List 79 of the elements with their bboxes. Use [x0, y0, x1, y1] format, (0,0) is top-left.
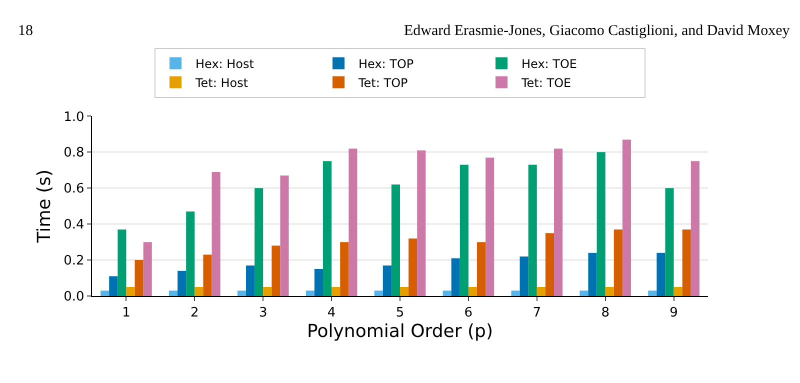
- bar: [442, 290, 452, 296]
- bar: [263, 287, 272, 296]
- bar: [323, 161, 332, 296]
- bar: [511, 290, 520, 296]
- bar: [374, 290, 383, 296]
- y-tick-label: 0.8: [64, 146, 84, 161]
- x-tick-label: 6: [464, 306, 473, 321]
- bar: [605, 287, 614, 296]
- y-tick-label: 1.0: [64, 110, 84, 125]
- x-tick-label: 9: [670, 306, 678, 321]
- bar: [143, 242, 152, 296]
- bar: [417, 150, 426, 296]
- bar: [580, 290, 588, 296]
- bar: [186, 212, 195, 296]
- x-tick-label: 5: [396, 306, 404, 321]
- bar: [682, 229, 691, 296]
- bar: [109, 276, 118, 296]
- text: 18: [18, 23, 33, 39]
- bar: [545, 233, 554, 296]
- bar: [468, 287, 477, 296]
- x-axis-title: Polynomial Order (p): [307, 320, 493, 342]
- bar: [169, 290, 178, 296]
- bar: [690, 161, 700, 296]
- bar: [588, 252, 597, 296]
- y-tick-label: 0.4: [64, 218, 84, 233]
- bar: [348, 148, 358, 296]
- bar: [203, 254, 212, 296]
- legend-label: Tet: TOE: [520, 76, 572, 90]
- bar: [477, 242, 486, 296]
- bar: [178, 270, 186, 296]
- bar: [554, 148, 563, 296]
- bar: [408, 238, 418, 296]
- legend-label: Tet: TOP: [358, 76, 408, 90]
- bar: [486, 158, 494, 296]
- y-axis-title: Time (s): [34, 170, 55, 244]
- bar: [622, 140, 631, 296]
- bar: [648, 290, 657, 296]
- x-tick-label: 3: [258, 306, 268, 321]
- bar: [212, 172, 220, 296]
- legend-label: Hex: TOP: [358, 56, 414, 71]
- bar: [100, 290, 110, 296]
- bar: [528, 164, 537, 296]
- bar: [674, 287, 682, 296]
- bar: [382, 265, 392, 296]
- bar: [194, 287, 204, 296]
- bar: [332, 287, 340, 296]
- bar: [254, 188, 264, 296]
- legend-label: Hex: TOE: [522, 56, 578, 71]
- bar: [280, 176, 289, 296]
- bar: [656, 252, 666, 296]
- bar: [134, 260, 144, 296]
- bar: [126, 287, 135, 296]
- y-tick-label: 0.2: [64, 254, 84, 269]
- bar: [536, 287, 546, 296]
- bar: [340, 242, 349, 296]
- bar: [306, 290, 314, 296]
- bar: [272, 246, 280, 296]
- bar: [400, 287, 409, 296]
- bar: [237, 290, 246, 296]
- bar: [460, 164, 468, 296]
- bar: [614, 229, 622, 296]
- x-tick-label: 1: [122, 306, 130, 321]
- x-tick-label: 2: [190, 306, 199, 321]
- text: Edward Erasmie-Jones, Giacomo Castiglioni, and David Moxey: [404, 23, 790, 39]
- x-tick-label: 8: [601, 306, 610, 321]
- bar: [391, 184, 400, 296]
- bar: [118, 229, 126, 296]
- legend-label: Tet: Host: [194, 76, 248, 90]
- bar: [520, 256, 528, 296]
- bar: [596, 152, 606, 296]
- bar: [246, 265, 255, 296]
- bar: [314, 269, 323, 296]
- bar: [665, 188, 674, 296]
- bar: [451, 258, 460, 296]
- x-tick-label: 4: [327, 306, 336, 321]
- y-tick-label: 0.6: [64, 182, 84, 197]
- legend-label: Hex: Host: [196, 56, 254, 71]
- y-tick-label: 0.0: [64, 290, 84, 305]
- x-tick-label: 7: [532, 306, 542, 321]
